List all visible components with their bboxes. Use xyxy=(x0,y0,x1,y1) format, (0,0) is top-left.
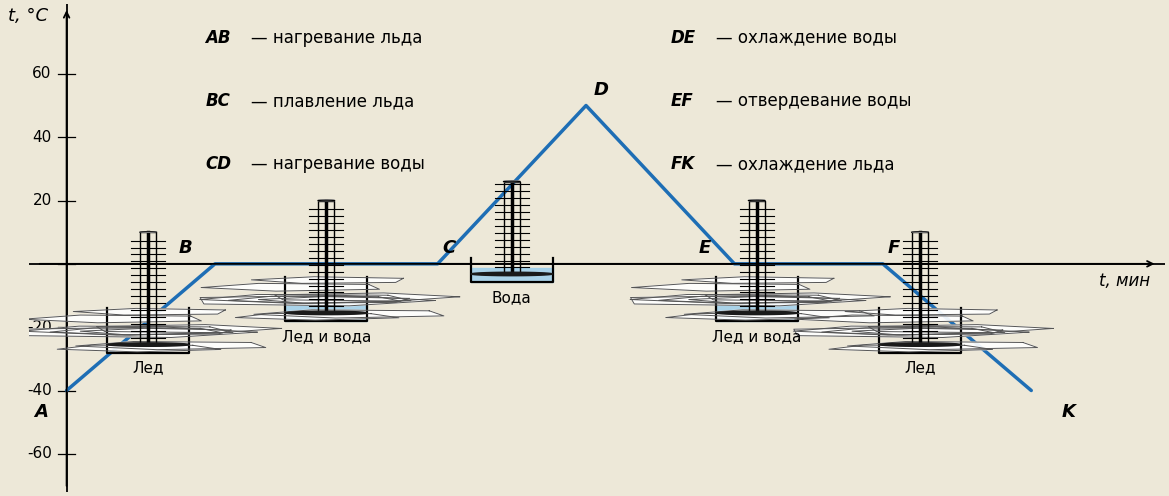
Polygon shape xyxy=(23,315,201,323)
Polygon shape xyxy=(22,327,257,337)
Text: — отвердевание воды: — отвердевание воды xyxy=(717,92,912,110)
Polygon shape xyxy=(200,295,435,306)
Text: Лед: Лед xyxy=(904,361,935,375)
Polygon shape xyxy=(50,328,222,335)
Text: D: D xyxy=(594,81,608,99)
Text: K: K xyxy=(1061,403,1075,421)
Polygon shape xyxy=(631,283,810,291)
Polygon shape xyxy=(285,311,367,314)
Text: B: B xyxy=(179,240,192,257)
Polygon shape xyxy=(96,324,282,333)
Text: t, °C: t, °C xyxy=(8,7,48,25)
Polygon shape xyxy=(22,326,233,335)
Polygon shape xyxy=(879,343,961,346)
Polygon shape xyxy=(794,326,1004,335)
Polygon shape xyxy=(705,293,890,301)
Polygon shape xyxy=(201,283,380,291)
Text: F: F xyxy=(888,240,900,257)
Text: Вода: Вода xyxy=(492,290,532,305)
Text: -20: -20 xyxy=(27,319,51,335)
Polygon shape xyxy=(81,328,231,335)
Polygon shape xyxy=(682,277,833,283)
Polygon shape xyxy=(829,345,992,352)
Text: EF: EF xyxy=(671,92,693,110)
Polygon shape xyxy=(717,311,797,314)
Polygon shape xyxy=(852,328,1003,335)
Polygon shape xyxy=(108,343,189,346)
Text: t, мин: t, мин xyxy=(1099,272,1150,290)
Text: — нагревание воды: — нагревание воды xyxy=(251,155,424,173)
Polygon shape xyxy=(235,313,399,320)
Polygon shape xyxy=(630,295,842,304)
Polygon shape xyxy=(689,297,839,303)
Text: Лед: Лед xyxy=(132,361,164,375)
Polygon shape xyxy=(630,295,866,306)
Text: 60: 60 xyxy=(33,66,51,81)
Polygon shape xyxy=(795,315,973,323)
Polygon shape xyxy=(254,310,444,318)
Polygon shape xyxy=(794,327,1029,337)
Text: -40: -40 xyxy=(27,383,51,398)
Polygon shape xyxy=(251,277,403,283)
Polygon shape xyxy=(471,272,553,276)
Polygon shape xyxy=(57,345,221,352)
Text: Лед и вода: Лед и вода xyxy=(282,329,371,344)
Text: Лед и вода: Лед и вода xyxy=(712,329,802,344)
Text: DE: DE xyxy=(671,29,696,47)
Text: BC: BC xyxy=(206,92,230,110)
Polygon shape xyxy=(684,310,874,318)
Text: — охлаждение льда: — охлаждение льда xyxy=(717,155,895,173)
Polygon shape xyxy=(275,293,459,301)
Polygon shape xyxy=(869,324,1053,333)
Polygon shape xyxy=(74,309,226,315)
Polygon shape xyxy=(658,296,831,304)
Text: — нагревание льда: — нагревание льда xyxy=(251,29,422,47)
Text: — плавление льда: — плавление льда xyxy=(251,92,414,110)
Text: 20: 20 xyxy=(33,193,51,208)
Polygon shape xyxy=(845,309,997,315)
Text: AB: AB xyxy=(206,29,231,47)
Text: E: E xyxy=(699,240,711,257)
Text: — охлаждение воды: — охлаждение воды xyxy=(717,29,898,47)
Polygon shape xyxy=(666,313,829,320)
Polygon shape xyxy=(200,295,411,304)
Polygon shape xyxy=(822,328,995,335)
Polygon shape xyxy=(848,342,1037,350)
Text: 40: 40 xyxy=(33,129,51,145)
Text: C: C xyxy=(442,240,456,257)
Text: A: A xyxy=(34,403,48,421)
Text: CD: CD xyxy=(206,155,231,173)
Polygon shape xyxy=(258,297,409,303)
Polygon shape xyxy=(76,342,265,350)
Text: -60: -60 xyxy=(27,446,51,461)
Polygon shape xyxy=(228,296,401,304)
Text: FK: FK xyxy=(671,155,696,173)
